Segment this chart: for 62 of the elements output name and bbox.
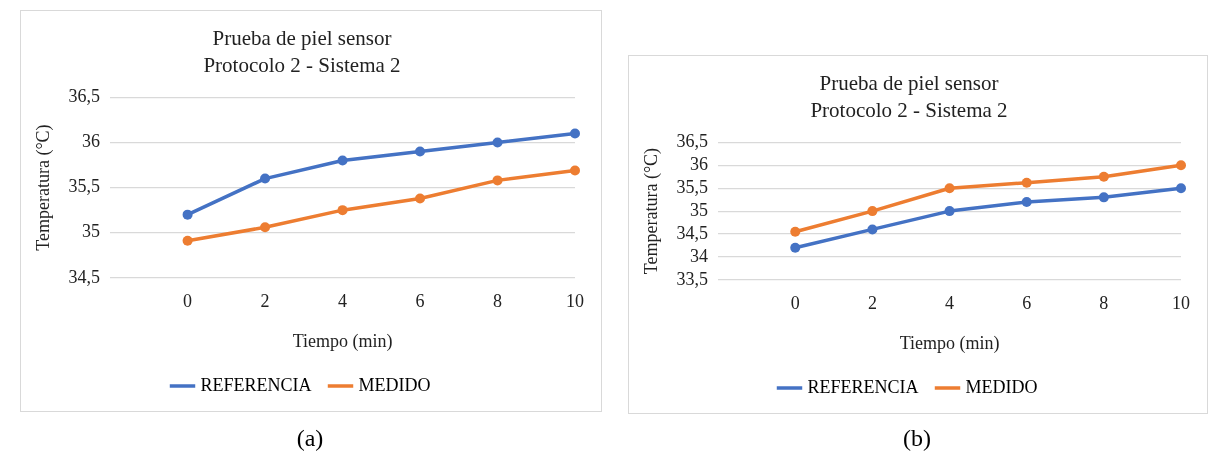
text: (b) [902, 425, 932, 452]
legend-label: REFERENCIA [807, 376, 919, 397]
y-tick-label: 36,5 [68, 86, 101, 107]
point [790, 226, 801, 237]
point [1098, 171, 1109, 182]
point [867, 206, 878, 217]
point [337, 205, 348, 216]
text: (a) [295, 425, 325, 452]
x-tick-label: 4 [945, 293, 955, 314]
legend-label: REFERENCIA [200, 374, 312, 395]
point [1098, 192, 1109, 203]
x-axis-title: Tiempo (min) [899, 332, 1000, 354]
x-tick-label: 2 [260, 291, 270, 312]
y-tick-label: 34 [690, 245, 709, 266]
point [182, 235, 193, 246]
y-tick-label: 33,5 [676, 268, 709, 289]
legend-label: MEDIDO [965, 376, 1038, 397]
x-tick-label: 6 [1022, 293, 1032, 314]
point [1176, 160, 1186, 171]
legend-label: MEDIDO [358, 374, 431, 395]
y-axis-title: Temperatura (°C) [32, 124, 54, 251]
y-tick-label: 36,5 [676, 131, 709, 152]
point [260, 173, 271, 184]
x-tick-label: 0 [183, 291, 193, 312]
y-tick-label: 36 [690, 154, 709, 175]
y-tick-label: 35,5 [676, 176, 709, 197]
point [570, 165, 580, 176]
chart-subtitle: Protocolo 2 - Sistema 2 [810, 98, 1008, 123]
point [867, 224, 878, 235]
point [790, 242, 801, 253]
point [1176, 183, 1186, 194]
x-tick-label: 4 [338, 291, 348, 312]
y-tick-label: 35 [690, 199, 709, 220]
point [944, 183, 955, 194]
y-tick-label: 35,5 [68, 176, 101, 197]
point [260, 222, 271, 233]
point [492, 137, 503, 148]
point [182, 209, 193, 220]
x-tick-label: 10 [1172, 293, 1190, 314]
x-tick-label: 6 [415, 291, 425, 312]
x-tick-label: 8 [493, 291, 503, 312]
x-tick-label: 8 [1099, 293, 1109, 314]
point [570, 128, 580, 139]
chart-title: Prueba de piel sensor [819, 71, 999, 96]
y-axis-title: Temperatura (°C) [640, 147, 662, 275]
x-tick-label: 10 [566, 291, 584, 312]
point [415, 146, 426, 157]
y-tick-label: 35 [82, 221, 101, 242]
x-tick-label: 2 [867, 293, 877, 314]
chart-title: Prueba de piel sensor [212, 26, 392, 51]
point [492, 175, 503, 186]
point [1021, 177, 1032, 188]
x-axis-title: Tiempo (min) [292, 330, 393, 352]
y-tick-label: 36 [82, 131, 101, 152]
y-tick-label: 34,5 [676, 222, 709, 243]
point [337, 155, 348, 166]
chart-subtitle: Protocolo 2 - Sistema 2 [203, 53, 401, 78]
x-tick-label: 0 [790, 293, 800, 314]
point [415, 193, 426, 204]
point [1021, 196, 1032, 207]
y-tick-label: 34,5 [68, 266, 101, 287]
point [944, 206, 955, 217]
